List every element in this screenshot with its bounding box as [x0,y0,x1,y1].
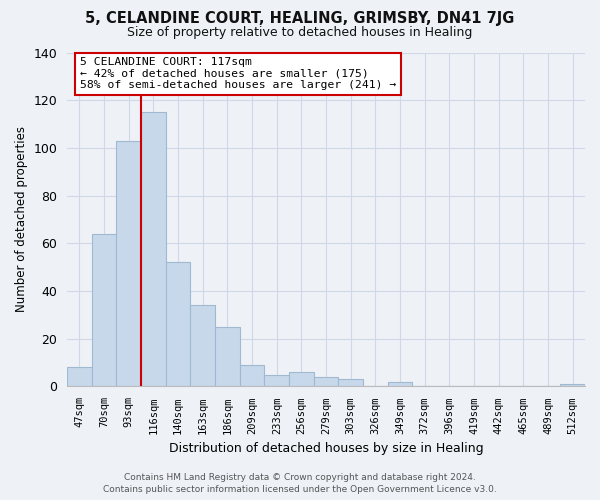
Text: Contains HM Land Registry data © Crown copyright and database right 2024.
Contai: Contains HM Land Registry data © Crown c… [103,472,497,494]
Text: Size of property relative to detached houses in Healing: Size of property relative to detached ho… [127,26,473,39]
Bar [265,374,289,386]
Bar [190,306,215,386]
Bar [240,365,265,386]
Bar [560,384,585,386]
Bar [92,234,116,386]
Text: 5, CELANDINE COURT, HEALING, GRIMSBY, DN41 7JG: 5, CELANDINE COURT, HEALING, GRIMSBY, DN… [85,11,515,26]
Bar [116,141,141,386]
X-axis label: Distribution of detached houses by size in Healing: Distribution of detached houses by size … [169,442,484,455]
Bar [215,327,240,386]
Bar [67,368,92,386]
Bar [388,382,412,386]
Bar [338,380,363,386]
Bar [166,262,190,386]
Y-axis label: Number of detached properties: Number of detached properties [15,126,28,312]
Text: 5 CELANDINE COURT: 117sqm
← 42% of detached houses are smaller (175)
58% of semi: 5 CELANDINE COURT: 117sqm ← 42% of detac… [80,58,396,90]
Bar [141,112,166,386]
Bar [314,377,338,386]
Bar [289,372,314,386]
